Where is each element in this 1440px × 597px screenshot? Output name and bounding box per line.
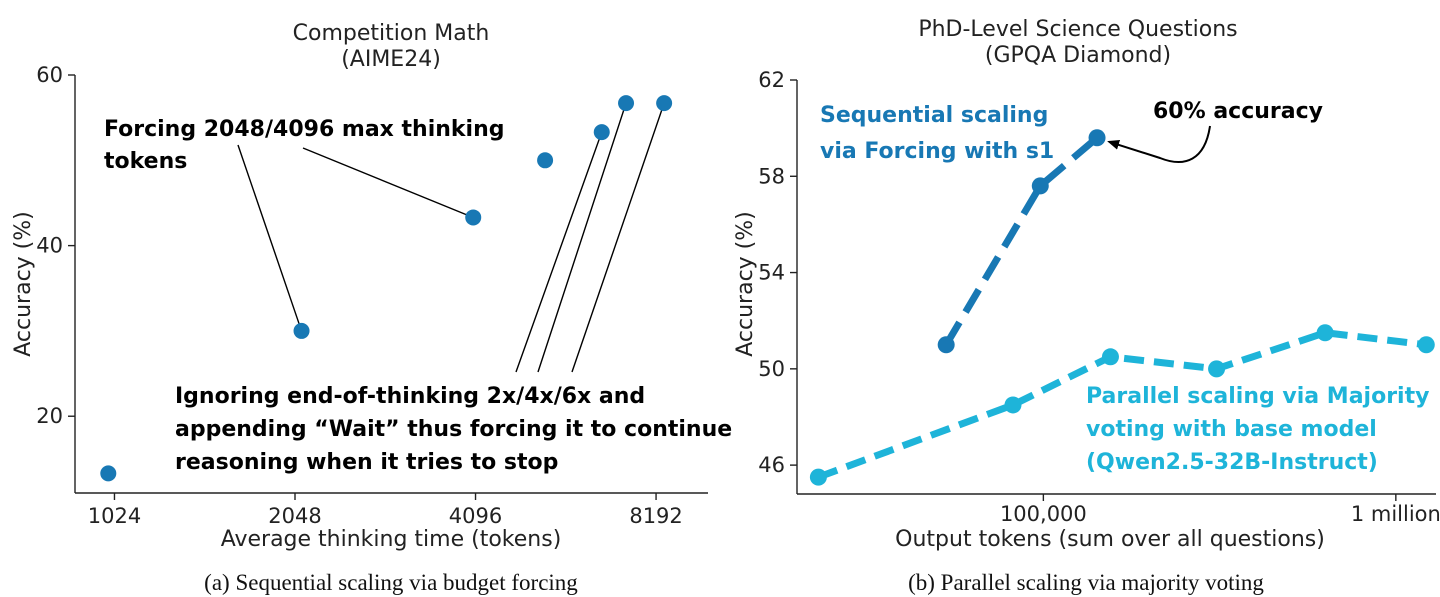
chart-a-x-tick-label: 8192 [629,504,682,528]
chart-b-y-tick-label: 58 [758,164,785,188]
chart-a-annotation-leader [237,144,303,332]
chart-b-series-parallel-label: Parallel scaling via Majority voting wit… [1086,384,1437,475]
chart-b-series-sequential-label: Sequential scaling via Forcing with s1 [820,103,1056,164]
chart-b-y-tick-label: 46 [758,453,785,477]
chart-b-series-parallel-point [809,468,827,486]
chart-b-x-axis-label: Output tokens (sum over all questions) [895,527,1325,552]
chart-a-annotation-ignoring-line-3: reasoning when it tries to stop [175,450,558,475]
chart-b-series-sequential-point [1088,129,1106,147]
chart-b-y-tick-label: 50 [758,357,785,381]
chart-b-series-parallel-label-line-2: voting with base model [1086,417,1377,442]
chart-a-point [593,124,610,141]
chart-b-title: PhD-Level Science Questions [918,17,1237,42]
chart-a-annotation-leaders [237,102,665,373]
caption-b: (b) Parallel scaling via majority voting [908,570,1264,595]
chart-a-point [618,95,635,112]
chart-a-point [100,465,117,482]
chart-b: PhD-Level Science Questions (GPQA Diamon… [733,17,1440,595]
caption-a: (a) Sequential scaling via budget forcin… [204,570,578,595]
chart-b-series-parallel-point [1208,360,1226,378]
chart-a-x-tick-label: 1024 [88,504,141,528]
chart-a-x-axis-label: Average thinking time (tokens) [221,527,562,552]
chart-a-annotation-leader [302,147,474,219]
chart-a-x-tick-label: 4096 [449,504,502,528]
chart-b-series-sequential-line [943,135,1100,347]
chart-b-annotation-arrow [1107,125,1211,163]
chart-a-y-axis-label: Accuracy (%) [11,211,36,357]
chart-a-annotation-leader [515,131,603,373]
chart-a-points [100,95,673,482]
chart-b-series-parallel-point [1004,396,1022,414]
chart-a-y-tick-label: 60 [36,63,63,87]
chart-b-x-ticks: 100,000 1 million [1000,494,1440,526]
chart-b-series-parallel-point [1101,348,1119,366]
chart-a-annotation-forcing-line-2: tokens [104,149,187,174]
chart-a-annotation-leader [571,102,665,373]
chart-a-point [656,95,673,112]
chart-a-y-ticks: 20 40 60 [36,63,75,428]
chart-b-y-tick-label: 54 [758,261,785,285]
chart-a-subtitle: (AIME24) [341,47,441,72]
chart-b-series-sequential-point [1031,177,1049,195]
chart-b-series-sequential-point [937,336,955,354]
chart-b-x-tick-label: 100,000 [1000,502,1087,526]
chart-b-series-parallel-label-line-1: Parallel scaling via Majority [1086,384,1429,409]
chart-a-y-tick-label: 20 [36,404,63,428]
chart-b-series-parallel-point [1316,324,1334,342]
chart-a-annotation-ignoring: Ignoring end-of-thinking 2x/4x/6x and ap… [175,384,740,475]
chart-b-series-parallel-point [1417,336,1435,354]
chart-a: Competition Math (AIME24) 20 40 60 1024 204… [11,21,740,595]
chart-a-annotation-ignoring-line-2: appending “Wait” thus forcing it to cont… [175,417,732,442]
chart-a-annotation-forcing-line-1: Forcing 2048/4096 max thinking [104,117,505,142]
chart-a-y-tick-label: 40 [36,234,63,258]
chart-a-title: Competition Math [293,21,490,46]
chart-a-point [293,322,310,339]
chart-a-annotation-forcing: Forcing 2048/4096 max thinking tokens [104,117,512,174]
chart-a-x-ticks: 1024 2048 4096 8192 [88,493,683,528]
chart-a-x-tick-label: 2048 [268,504,321,528]
chart-a-annotation-ignoring-line-1: Ignoring end-of-thinking 2x/4x/6x and [175,384,645,409]
chart-b-series-parallel-line [817,329,1427,481]
chart-b-y-ticks: 46 50 54 58 62 [758,68,797,477]
chart-b-y-axis-label: Accuracy (%) [733,211,758,357]
chart-b-annotation-accuracy: 60% accuracy [1153,99,1323,124]
chart-b-series-sequential-label-line-2: via Forcing with s1 [820,139,1054,164]
chart-b-series-parallel-label-line-3: (Qwen2.5-32B-Instruct) [1086,450,1378,475]
chart-b-series [809,129,1435,486]
chart-b-subtitle: (GPQA Diamond) [985,43,1171,68]
chart-a-point [465,209,482,226]
chart-a-point [537,152,554,169]
chart-b-y-tick-label: 62 [758,68,785,92]
chart-b-x-tick-label: 1 million [1351,502,1440,526]
chart-b-series-sequential-label-line-1: Sequential scaling [820,103,1048,128]
chart-a-annotation-leader [537,102,627,373]
